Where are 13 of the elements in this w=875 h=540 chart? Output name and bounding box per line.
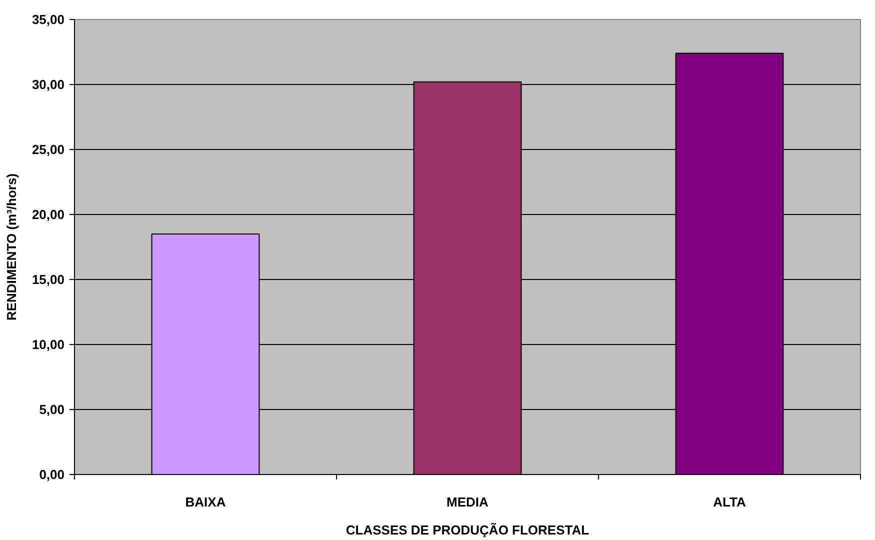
y-tick-label: 5,00 <box>39 402 65 417</box>
y-tick-label: 15,00 <box>32 272 65 287</box>
x-tick-label: BAIXA <box>185 494 226 510</box>
x-axis-title: CLASSES DE PRODUÇÃO FLORESTAL <box>346 522 590 538</box>
y-tick-label: 25,00 <box>32 142 65 157</box>
y-tick-label: 30,00 <box>32 77 65 92</box>
y-tick-label: 20,00 <box>32 207 65 222</box>
x-tick-label: ALTA <box>713 494 746 510</box>
y-tick-label: 35,00 <box>32 12 65 27</box>
y-axis-title: RENDIMENTO (m³/hors) <box>4 173 19 321</box>
x-tick-label: MEDIA <box>446 494 490 510</box>
y-tick-label: 10,00 <box>32 337 65 352</box>
y-tick-label: 0,00 <box>39 467 65 482</box>
